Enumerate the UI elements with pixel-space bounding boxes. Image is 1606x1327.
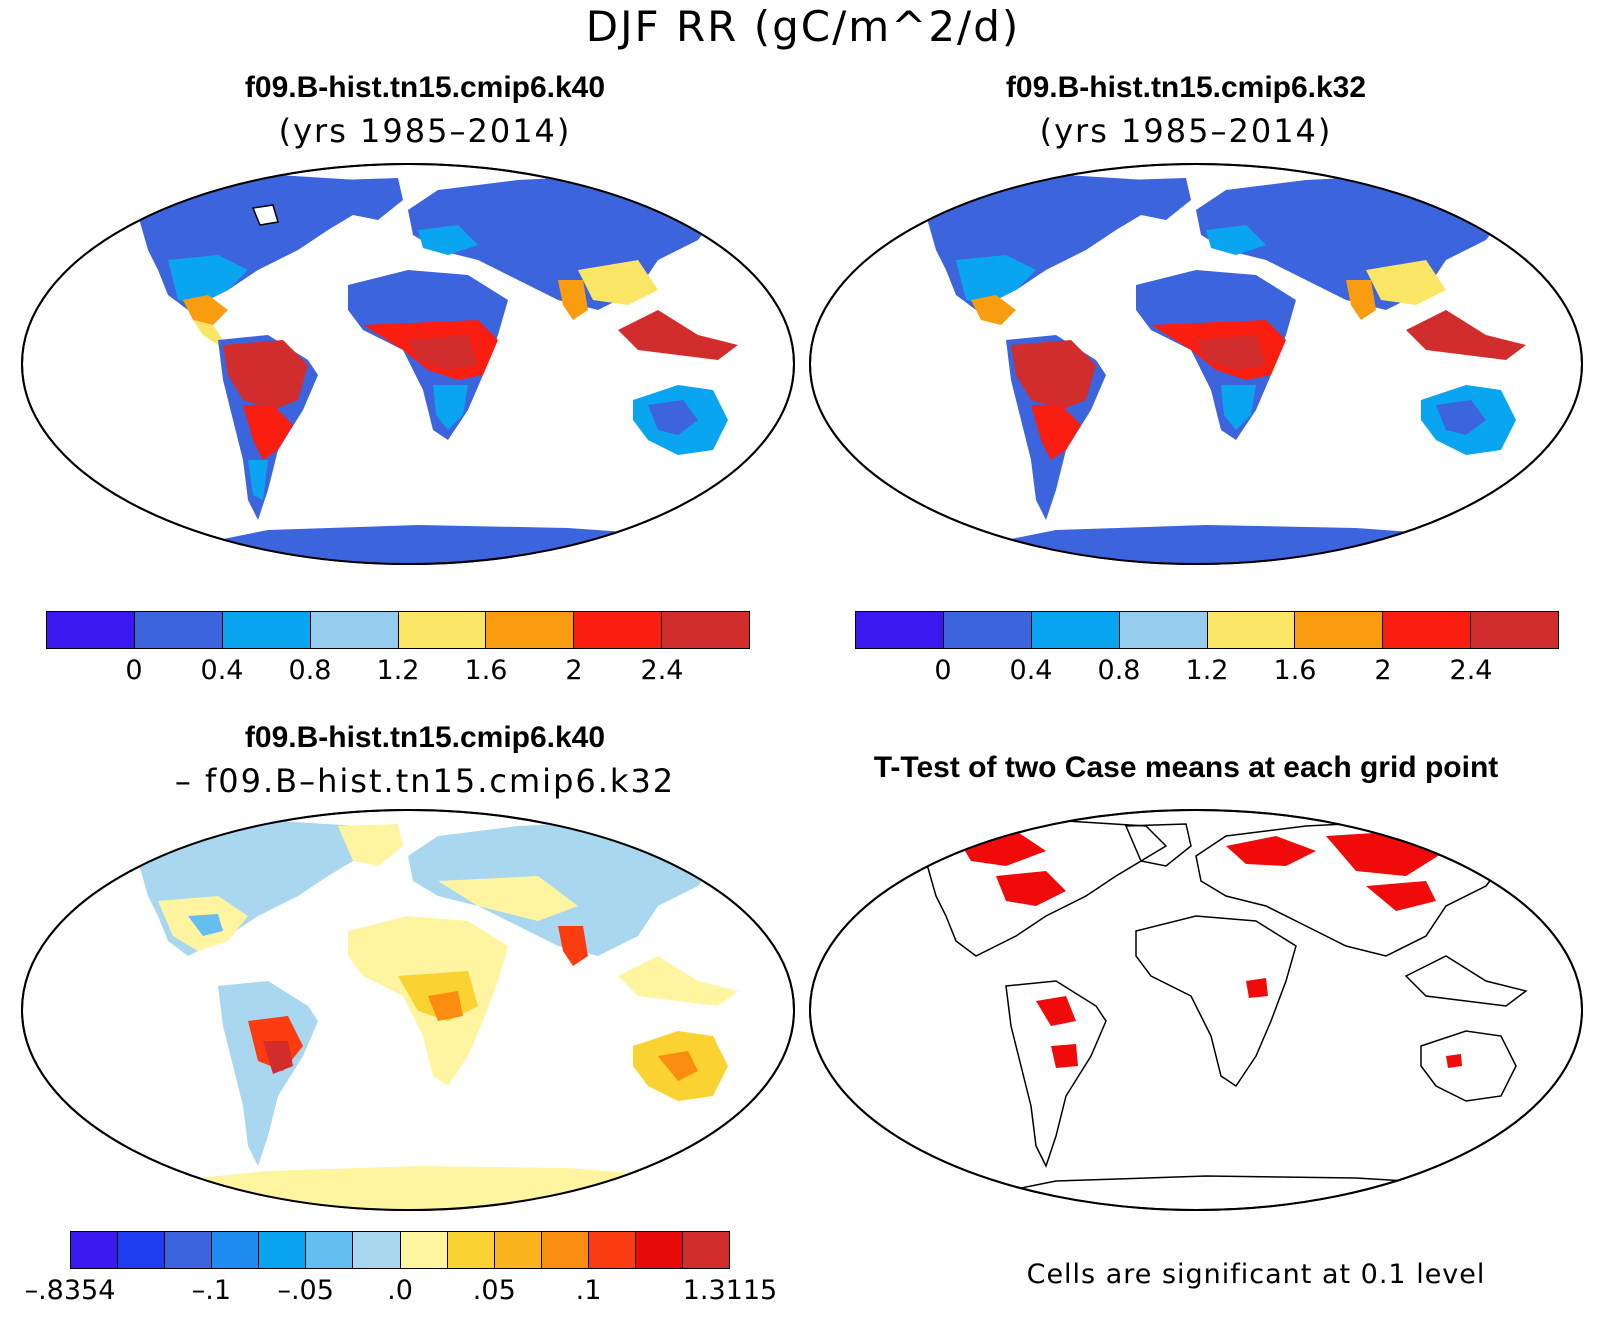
colorbar-tick-label: 0.8: [288, 655, 332, 686]
colorbar-difference: [70, 1231, 730, 1269]
significance-note: Cells are significant at 0.1 level: [1026, 1259, 1486, 1290]
colorbar-swatch: [310, 612, 399, 648]
colorbar-top-right: [855, 611, 1559, 649]
colorbar-swatch: [398, 612, 487, 648]
map-top-right: [809, 163, 1583, 565]
panel-subtitle-top-right: (yrs 1985–2014): [1039, 112, 1333, 150]
colorbar-swatch: [635, 1232, 684, 1268]
colorbar-swatch: [1119, 612, 1208, 648]
colorbar-swatch: [1471, 612, 1558, 648]
colorbar-tick-label: –.1: [191, 1275, 232, 1306]
colorbar-tick-label: .1: [575, 1275, 602, 1306]
map-bottom-right: [809, 809, 1583, 1211]
panel-subtitle-top-left: (yrs 1985–2014): [278, 112, 572, 150]
colorbar-tick-label: .05: [472, 1275, 516, 1306]
colorbar-tick-label: 0: [934, 655, 952, 686]
colorbar-swatch: [486, 612, 575, 648]
colorbar-tick-label: 1.6: [1273, 655, 1317, 686]
colorbar-tick-label: 0.4: [1009, 655, 1053, 686]
colorbar-swatch: [1295, 612, 1384, 648]
colorbar-swatch: [856, 612, 944, 648]
colorbar-swatch: [588, 1232, 636, 1268]
colorbar-tick-label: 2: [565, 655, 583, 686]
colorbar-swatch: [353, 1232, 401, 1268]
colorbar-swatch: [165, 1232, 213, 1268]
colorbar-swatch: [134, 612, 223, 648]
map-top-left: [21, 163, 795, 565]
colorbar-swatch: [1383, 612, 1472, 648]
colorbar-swatch: [400, 1232, 448, 1268]
colorbar-tick-label: 0.4: [200, 655, 244, 686]
colorbar-swatch: [71, 1232, 119, 1268]
colorbar-tick-label: 0.8: [1097, 655, 1141, 686]
panel-title-bottom-left: f09.B-hist.tn15.cmip6.k40: [244, 721, 606, 754]
colorbar-top-left: [46, 611, 750, 649]
colorbar-tick-label: 2.4: [1449, 655, 1493, 686]
colorbar-swatch: [47, 612, 135, 648]
colorbar-swatch: [306, 1232, 354, 1268]
colorbar-swatch: [943, 612, 1032, 648]
colorbar-swatch: [447, 1232, 495, 1268]
colorbar-swatch: [259, 1232, 307, 1268]
colorbar-tick-label: 1.2: [1185, 655, 1229, 686]
colorbar-swatch: [683, 1232, 730, 1268]
figure-title: DJF RR (gC/m^2/d): [585, 2, 1021, 51]
map-bottom-left: [21, 809, 795, 1211]
colorbar-swatch: [541, 1232, 589, 1268]
colorbar-tick-label: –.05: [277, 1275, 334, 1306]
colorbar-swatch: [1031, 612, 1120, 648]
colorbar-tick-label: .0: [387, 1275, 413, 1306]
colorbar-tick-label: 1.6: [464, 655, 508, 686]
colorbar-tick-label: 2.4: [640, 655, 684, 686]
panel-title-bottom-right: T-Test of two Case means at each grid po…: [873, 751, 1499, 784]
colorbar-tick-label: 0: [125, 655, 143, 686]
colorbar-swatch: [212, 1232, 260, 1268]
colorbar-swatch: [1207, 612, 1296, 648]
panel-title-top-right: f09.B-hist.tn15.cmip6.k32: [1005, 71, 1367, 104]
colorbar-tick-label: 1.3115: [682, 1275, 778, 1306]
colorbar-tick-label: –.8354: [24, 1275, 116, 1306]
colorbar-swatch: [662, 612, 749, 648]
colorbar-tick-label: 2: [1374, 655, 1392, 686]
colorbar-swatch: [574, 612, 663, 648]
colorbar-tick-label: 1.2: [376, 655, 420, 686]
colorbar-swatch: [118, 1232, 166, 1268]
colorbar-swatch: [494, 1232, 542, 1268]
panel-subtitle-bottom-left: – f09.B–hist.tn15.cmip6.k32: [174, 762, 676, 800]
panel-title-top-left: f09.B-hist.tn15.cmip6.k40: [244, 71, 606, 104]
colorbar-swatch: [222, 612, 311, 648]
